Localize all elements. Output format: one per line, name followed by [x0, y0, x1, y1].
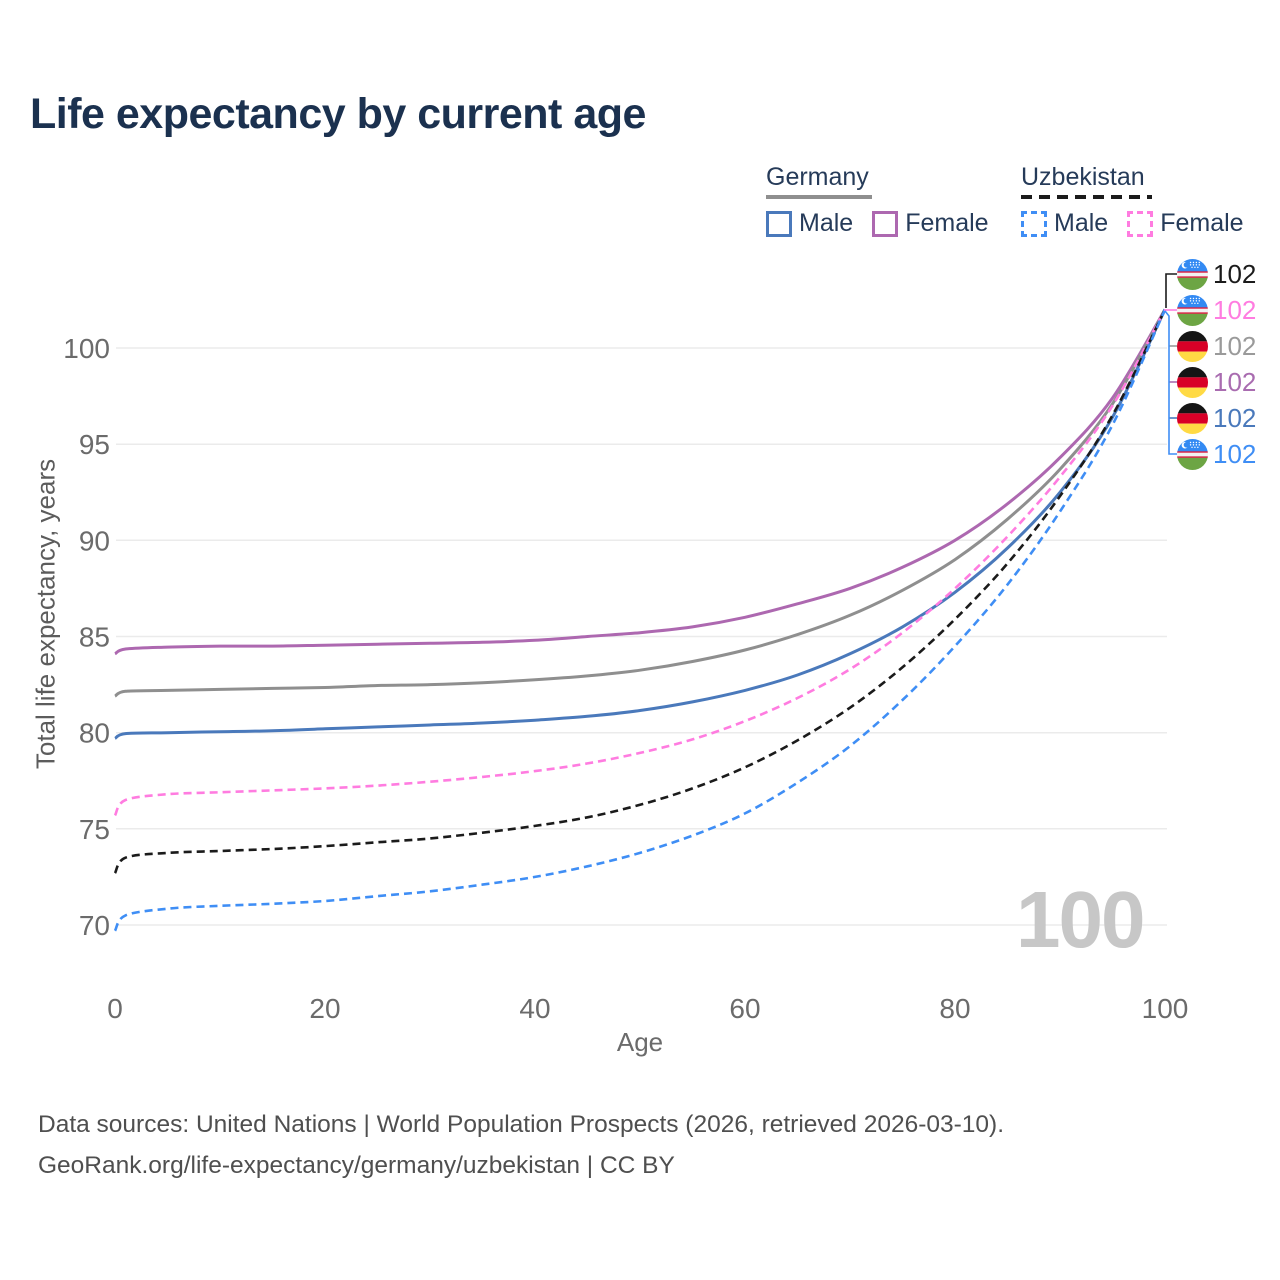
y-tick-label: 80	[79, 718, 110, 749]
end-label-row-germany-female: 102	[1177, 364, 1256, 400]
y-tick-label: 85	[79, 622, 110, 653]
x-tick-label: 0	[107, 993, 123, 1024]
germany-flag-icon	[1177, 402, 1208, 434]
legend-swatch-uzbekistan-male[interactable]	[1021, 210, 1047, 237]
series-line-germany-total[interactable]	[114, 308, 1167, 698]
page-title: Life expectancy by current age	[30, 90, 646, 138]
legend-item-label: Male	[1054, 209, 1109, 237]
end-label-connector	[1165, 273, 1177, 308]
end-label-value: 102	[1213, 402, 1257, 433]
series-line-uzbekistan-total[interactable]	[113, 308, 1167, 874]
footer: Data sources: United Nations | World Pop…	[38, 1104, 1004, 1186]
x-tick-label: 100	[1142, 993, 1189, 1024]
x-tick-label: 80	[939, 993, 970, 1024]
y-axis-title: Total life expectancy, years	[30, 458, 61, 770]
end-label-row-germany-male: 102	[1177, 400, 1256, 436]
end-label-value: 102	[1213, 294, 1257, 325]
legend-item-germany-female[interactable]: Female	[872, 209, 989, 238]
legend-group-germany: Germany Male Female	[766, 163, 1008, 238]
end-label-row-uzbekistan-male: 102	[1177, 436, 1256, 472]
end-label-row-uzbekistan-female: 102	[1177, 292, 1256, 328]
end-label-value: 102	[1213, 366, 1257, 397]
x-axis-title: Age	[616, 1027, 664, 1057]
legend-germany-items: Male Female	[766, 209, 1008, 238]
germany-flag-icon	[1177, 330, 1208, 362]
legend-uzbekistan-items: Male Female	[1021, 209, 1263, 238]
y-tick-label: 90	[79, 525, 110, 556]
y-tick-label: 75	[79, 814, 110, 845]
end-value-labels: 102 102 102 102	[1177, 256, 1256, 472]
end-label-value: 102	[1213, 438, 1257, 469]
germany-flag-icon	[1177, 366, 1208, 398]
legend-group-germany-label[interactable]: Germany	[766, 163, 869, 191]
legend-item-label: Female	[1160, 209, 1244, 237]
end-label-row-uzbekistan-total: 102	[1177, 256, 1256, 292]
legend-group-uzbekistan-label[interactable]: Uzbekistan	[1021, 163, 1145, 191]
series-line-germany-male[interactable]	[114, 308, 1167, 740]
legend-group-uzbekistan: Uzbekistan Male Female	[1021, 163, 1263, 238]
series-line-uzbekistan-female[interactable]	[113, 308, 1167, 817]
series-line-germany-female[interactable]	[114, 308, 1167, 656]
age-watermark: 100	[1016, 875, 1145, 964]
footer-url: GeoRank.org/life-expectancy/germany/uzbe…	[38, 1152, 675, 1179]
uzbekistan-flag-icon	[1177, 294, 1208, 326]
end-label-connector	[1164, 310, 1177, 455]
legend-item-label: Male	[799, 209, 854, 237]
y-tick-label: 95	[79, 429, 110, 460]
legend-uzbekistan-underline	[1021, 195, 1152, 199]
series-line-uzbekistan-male[interactable]	[113, 308, 1167, 932]
legend-swatch-germany-female[interactable]	[872, 210, 899, 237]
legend-swatch-germany-male[interactable]	[766, 210, 792, 237]
end-label-value: 102	[1213, 258, 1257, 289]
end-label-row-germany-total: 102	[1177, 328, 1256, 364]
x-tick-label: 60	[729, 993, 760, 1024]
legend-germany-underline	[766, 195, 872, 199]
legend-item-germany-male[interactable]: Male	[766, 209, 853, 238]
y-tick-label: 100	[63, 333, 110, 364]
y-tick-label: 70	[79, 910, 110, 941]
legend-swatch-uzbekistan-female[interactable]	[1127, 210, 1154, 237]
x-tick-label: 20	[309, 993, 340, 1024]
footer-data-sources: Data sources: United Nations | World Pop…	[38, 1111, 1005, 1138]
end-label-value: 102	[1213, 330, 1257, 361]
x-tick-label: 40	[519, 993, 550, 1024]
legend-item-uzbekistan-male[interactable]: Male	[1021, 209, 1108, 238]
legend-item-label: Female	[905, 209, 989, 237]
uzbekistan-flag-icon	[1177, 438, 1208, 470]
legend-item-uzbekistan-female[interactable]: Female	[1127, 209, 1244, 238]
uzbekistan-flag-icon	[1177, 258, 1208, 290]
